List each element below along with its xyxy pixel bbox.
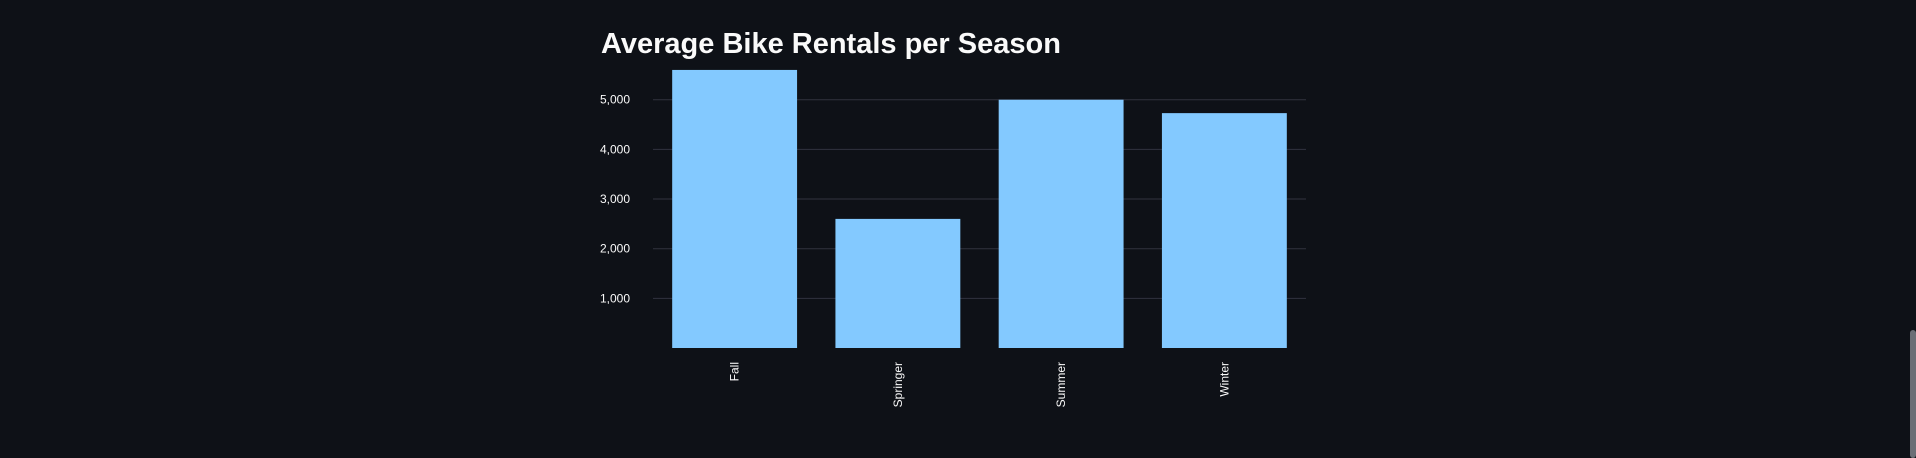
scrollbar[interactable] (1908, 0, 1916, 458)
chart-title: Average Bike Rentals per Season (601, 28, 1061, 60)
bar-summer[interactable] (998, 99, 1124, 348)
x-tick-label: Springer (891, 362, 905, 407)
y-tick-label: 3,000 (600, 192, 630, 206)
x-tick-label: Fall (728, 362, 742, 381)
x-axis: Fall Springer Summer Winter (728, 362, 1232, 407)
y-tick-label: 2,000 (600, 242, 630, 256)
bar-winter[interactable] (1161, 113, 1287, 348)
y-tick-label: 5,000 (600, 93, 630, 107)
scrollbar-thumb[interactable] (1910, 330, 1916, 458)
x-tick-label: Summer (1054, 362, 1068, 407)
y-tick-label: 1,000 (600, 291, 630, 305)
y-tick-label: 4,000 (600, 142, 630, 156)
bars (672, 69, 1287, 349)
x-tick-label: Winter (1217, 362, 1231, 397)
bar-fall[interactable] (672, 69, 798, 349)
y-axis: 1,000 2,000 3,000 4,000 5,000 (600, 93, 630, 306)
bar-springer[interactable] (835, 218, 961, 348)
